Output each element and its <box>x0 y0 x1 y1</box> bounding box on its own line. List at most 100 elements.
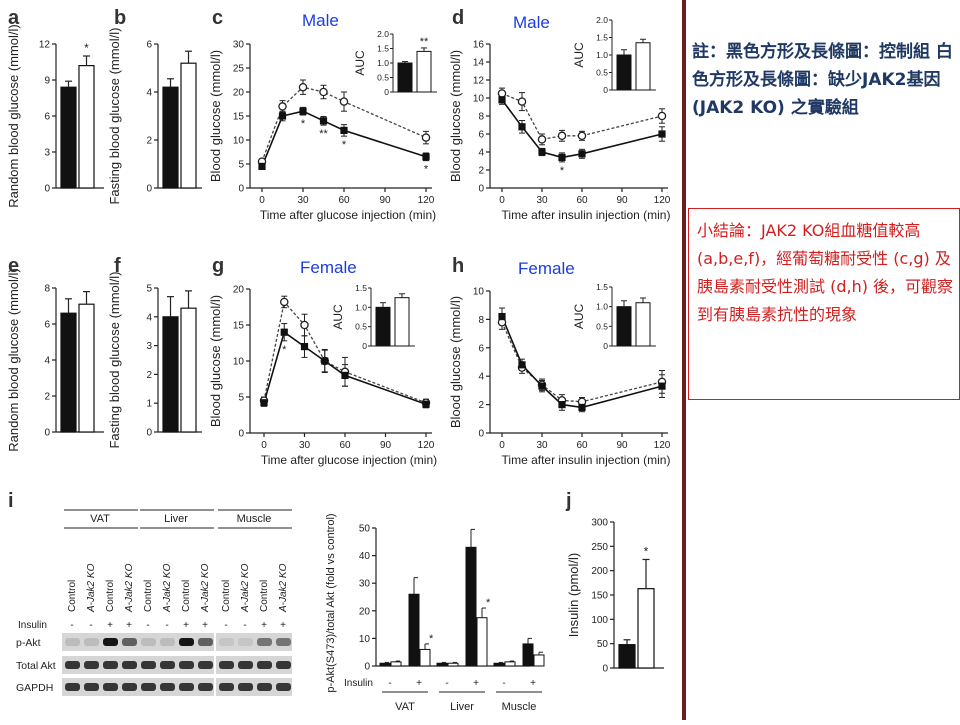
panel-d-inset-y-tick-label: 1.0 <box>596 50 608 60</box>
panel-g-x-tick-label: 90 <box>380 440 392 451</box>
panel-i-insulin-sign: - <box>224 620 227 631</box>
panel-a-y-tick-label: 3 <box>44 148 50 159</box>
panel-j-bars-y-tick-label: 300 <box>591 518 608 529</box>
panel-i-group-label: Liver <box>450 701 474 713</box>
panel-c-inset-y-tick-label: 1.0 <box>377 58 389 68</box>
panel-c-inset-y-tick-label: 0.5 <box>377 73 389 83</box>
panel-d-control-point <box>538 148 546 156</box>
panel-g-control-point <box>300 343 309 351</box>
panel-h-inset-y-tick-label: 1.5 <box>596 282 608 292</box>
panel-d-ko-point <box>537 135 547 144</box>
panel-g-inset-y-tick-label: 1.5 <box>355 283 367 293</box>
panel-i-blot-band <box>103 683 118 691</box>
panel-i-ko-bar <box>447 662 459 667</box>
panel-a-ko-bar <box>78 64 95 189</box>
panel-i-blot-band <box>84 661 99 669</box>
panel-c-inset-y-tick-label: 2.0 <box>377 29 389 39</box>
panel-g-inset-y-tick-label: 0.5 <box>355 322 367 332</box>
panel-i-blot-band <box>141 683 156 691</box>
panel-i-insulin-sign: + <box>107 620 113 631</box>
panel-i-blot-band <box>65 683 80 691</box>
panel-d-y-tick-label: 2 <box>478 166 484 177</box>
panel-i-significance-star: * <box>429 633 434 645</box>
panel-d-inset-y-tick-label: 0 <box>603 85 608 95</box>
panel-c-ko-point <box>339 97 349 106</box>
panel-i-insulin-sign: - <box>243 620 246 631</box>
panel-b-y-label: Fasting blood glucose (mmol/l) <box>107 27 122 204</box>
panel-h-inset-y-label: AUC <box>572 304 586 330</box>
panel-i-blot-strip <box>216 678 292 696</box>
panel-i-insulin-sign: - <box>70 620 73 631</box>
panel-c-inset-control-bar <box>397 62 413 93</box>
panel-i-blot-band <box>219 638 234 646</box>
panel-i-lane-label: A-Jak2 KO <box>278 563 289 613</box>
panel-c-significance-star: ** <box>319 128 328 140</box>
panel-h-control-point <box>498 312 506 321</box>
panel-i-blot-strip <box>216 656 292 674</box>
panel-h-y-tick-label: 6 <box>478 343 484 354</box>
panel-h-y-label: Blood glucose (mmol/l) <box>448 296 463 428</box>
panel-c-y-tick-label: 5 <box>238 160 244 171</box>
panel-i-insulin-sign: + <box>280 620 286 631</box>
panel-h-x-tick-label: 60 <box>576 440 588 451</box>
panel-d-control-point <box>578 150 586 158</box>
panel-i-blot-band <box>198 683 213 691</box>
panel-i-lane-label: Control <box>181 580 192 612</box>
panel-c-x-tick-label: 90 <box>379 195 391 206</box>
panel-d-inset-y-tick-label: 2.0 <box>596 15 608 25</box>
panel-i-blot-band <box>122 638 137 646</box>
panel-i-lane-label: A-Jak2 KO <box>124 563 135 613</box>
panel-g-y-label: Blood glucose (mmol/l) <box>208 295 223 427</box>
panel-g-letter: g <box>212 255 224 277</box>
panel-i-blot-band <box>179 683 194 691</box>
panel-e-ko-bar <box>78 303 95 433</box>
panel-i-control-bar <box>408 593 420 667</box>
panel-i-blot-band <box>122 661 137 669</box>
panel-a-y-tick-label: 0 <box>44 184 50 195</box>
panel-c-y-tick-label: 10 <box>233 136 245 147</box>
panel-d-control-series-line <box>501 99 663 159</box>
panel-h-control-point <box>658 382 666 390</box>
panel-i-y-tick-label: 10 <box>359 634 371 645</box>
panel-g-x-tick-label: 30 <box>299 440 311 451</box>
panel-i-y-tick-label: 30 <box>359 579 371 590</box>
panel-e-letter: e <box>8 255 19 277</box>
panel-i-blot-band <box>141 638 156 646</box>
panel-i-insulin-sign: + <box>261 620 267 631</box>
panel-j-bars-y-tick-label: 150 <box>591 591 608 602</box>
panel-a-control-bar <box>60 86 77 189</box>
panel-i-blot-strip <box>62 678 138 696</box>
panel-d-ko-point <box>657 111 667 121</box>
panel-h-inset-y-tick-label: 1.0 <box>596 302 608 312</box>
panel-b-control-bar <box>162 86 179 189</box>
panel-e-y-tick-label: 6 <box>44 320 50 331</box>
panel-i-blot-row-label: Total Akt <box>16 660 56 672</box>
panel-i-y-tick-label: 20 <box>359 606 371 617</box>
panel-d-inset-y-tick-label: 1.5 <box>596 33 608 43</box>
panel-i-blot-band <box>84 638 99 646</box>
panel-h-x-tick-label: 120 <box>654 440 671 451</box>
panel-c-ko-point <box>278 102 287 111</box>
panel-b-letter: b <box>114 7 126 29</box>
panel-i-bar-insulin-sign: + <box>473 678 479 689</box>
panel-j-bars-y-tick-label: 0 <box>602 664 608 675</box>
panel-i-lane-label: Control <box>105 580 116 612</box>
panel-i-blot-strip <box>138 678 214 696</box>
panel-c-significance-star: * <box>342 139 347 151</box>
panel-i-blot-band <box>160 683 175 691</box>
panel-i-blot-band <box>276 683 291 691</box>
panel-i-blot-band <box>238 683 253 691</box>
panel-i-blot-band <box>219 661 234 669</box>
panel-j-bars-y-tick-label: 200 <box>591 566 608 577</box>
panel-d-significance-star: * <box>560 165 565 177</box>
panel-c-x-label: Time after glucose injection (min) <box>260 208 436 222</box>
panel-c-y-tick-label: 25 <box>233 64 245 75</box>
panel-i-insulin-sign: - <box>89 620 92 631</box>
panel-j-bars-y-label: Insulin (pmol/l) <box>566 553 581 638</box>
panel-d-ko-point <box>497 89 507 98</box>
panel-i-blot-band <box>238 638 253 646</box>
panel-c-control-point <box>278 112 287 120</box>
panel-h-inset-control-bar <box>616 306 632 347</box>
panel-d-x-tick-label: 120 <box>654 195 671 206</box>
panel-h-x-label: Time after insulin injection (min) <box>502 453 671 467</box>
